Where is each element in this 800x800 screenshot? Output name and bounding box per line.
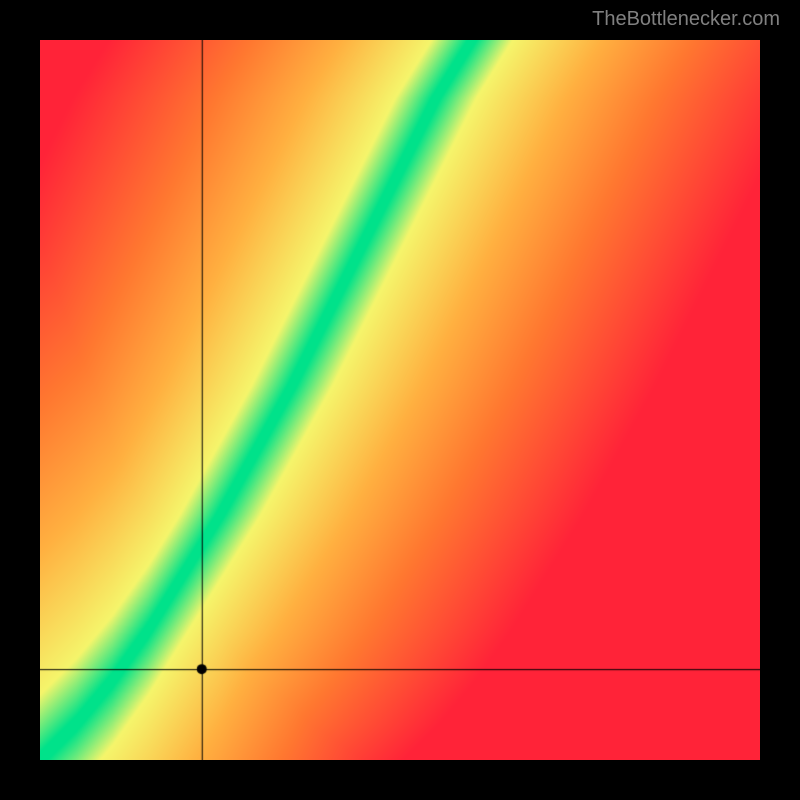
heatmap-canvas — [40, 40, 760, 760]
watermark-text: TheBottlenecker.com — [592, 8, 780, 31]
bottleneck-heatmap — [40, 40, 760, 760]
